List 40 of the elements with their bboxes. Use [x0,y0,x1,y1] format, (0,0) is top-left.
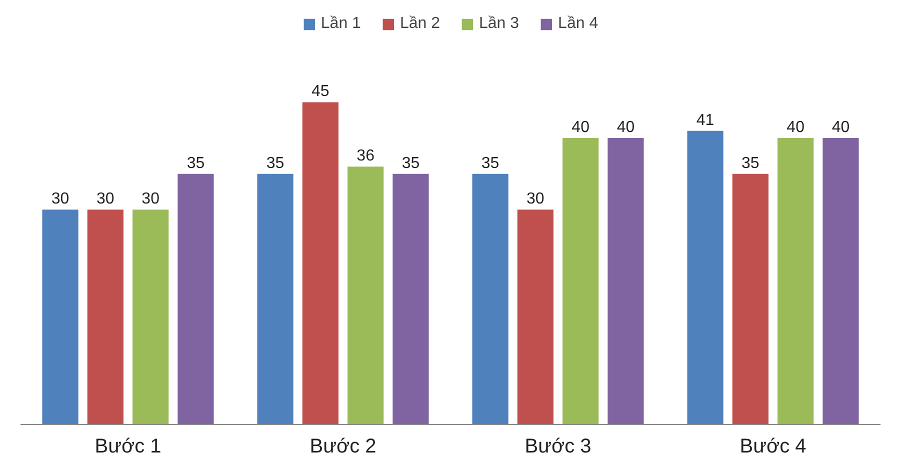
bar [608,138,644,424]
bar [687,130,724,424]
bar [392,174,429,424]
bar [472,174,508,424]
data-label: 30 [142,190,160,208]
data-label: 30 [51,190,70,208]
legend-label: Lần 2 [400,15,440,33]
data-label: 36 [356,148,375,165]
legend-label: Lần 1 [320,15,361,33]
bar [132,210,169,424]
data-label: 35 [402,154,420,172]
bar [42,210,78,424]
data-label: 40 [786,119,805,136]
data-label: 45 [312,83,330,100]
x-tick-label: Bước 1 [94,436,162,458]
bar [87,210,124,424]
bar [348,166,384,424]
bar [257,174,294,424]
data-label: 40 [616,119,635,136]
bar [778,138,814,424]
x-tick-label: Bước 4 [740,436,806,458]
data-label: 41 [696,112,714,129]
x-tick-label: Bước 3 [524,436,592,458]
data-label: 40 [832,119,850,136]
bar [178,174,214,424]
data-label: 35 [481,154,500,172]
legend-label: Lần 3 [479,15,520,33]
data-label: 35 [742,154,760,172]
legend-label: Lần 4 [558,15,598,33]
bar [732,174,768,424]
x-tick-label: Bước 2 [310,436,376,458]
data-label: 40 [572,119,590,136]
data-label: 35 [266,154,284,172]
data-label: 35 [186,154,205,172]
data-label: 30 [526,190,544,208]
data-label: 30 [96,190,114,208]
bar [302,102,338,424]
bar [562,138,599,424]
bar [822,138,859,424]
bar [517,210,554,424]
